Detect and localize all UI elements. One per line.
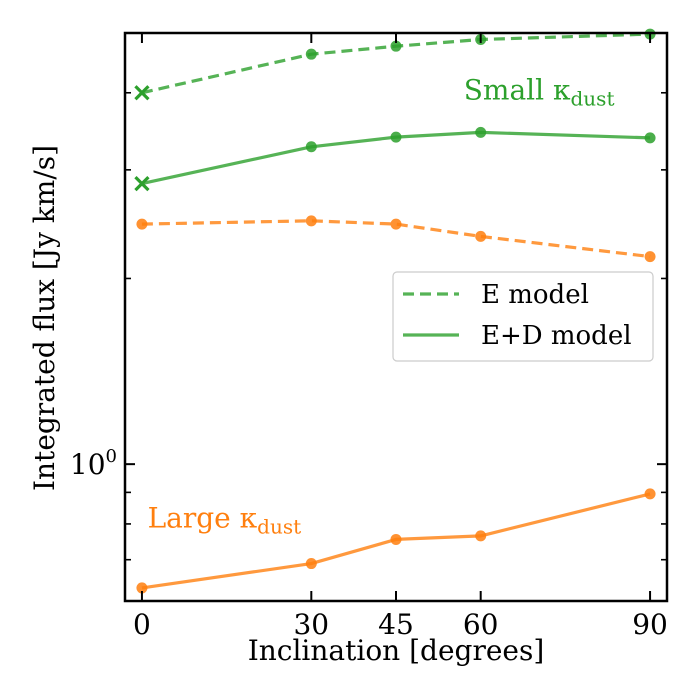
series-2-point-4 [644, 251, 656, 263]
x-tick-label-0: 0 [133, 608, 151, 641]
series-2-point-1 [305, 215, 317, 227]
series-1-point-1 [305, 141, 317, 153]
series-2-point-2 [390, 218, 402, 230]
series-0-point-1 [305, 48, 317, 60]
y-tick-label-1: 100 [70, 446, 117, 481]
x-tick-label-60: 60 [463, 608, 499, 641]
series-0-point-2 [390, 40, 402, 52]
y-axis-label: Integrated flux [Jy km/s] [28, 145, 61, 491]
annotation-small-main: Small κ [464, 74, 571, 107]
series-2-point-0 [136, 218, 148, 230]
series-1-point-2 [390, 131, 402, 143]
series-3-point-1 [305, 558, 317, 570]
annotation-small-sub: dust [571, 87, 615, 111]
x-tick-label-30: 30 [293, 608, 329, 641]
x-tick-label-90: 90 [632, 608, 668, 641]
annotation-small-kappa-dust: Small κdust [464, 74, 615, 111]
series-3-point-3 [475, 530, 487, 542]
x-axis-label: Inclination [degrees] [248, 634, 545, 667]
series-3-point-2 [390, 533, 402, 545]
annotation-large-kappa-dust: Large κdust [148, 501, 302, 538]
series-0-point-0 [134, 85, 150, 101]
series-line-2 [141, 219, 651, 259]
x-tick-label-45: 45 [378, 608, 414, 641]
series-1-point-3 [475, 126, 487, 138]
series-2-point-3 [475, 230, 487, 242]
annotation-large-sub: dust [257, 514, 301, 538]
series-3 [136, 488, 656, 594]
series-3-point-0 [136, 582, 148, 594]
series-3-point-4 [644, 488, 656, 500]
series-1-point-4 [644, 132, 656, 144]
annotation-large-main: Large κ [148, 501, 258, 534]
legend: E model E+D model [392, 271, 654, 362]
legend-label-ed-model: E+D model [481, 321, 632, 351]
series-1 [134, 126, 656, 192]
series-2 [136, 215, 656, 263]
legend-label-e-model: E model [481, 280, 589, 310]
series-1-point-0 [134, 175, 150, 192]
